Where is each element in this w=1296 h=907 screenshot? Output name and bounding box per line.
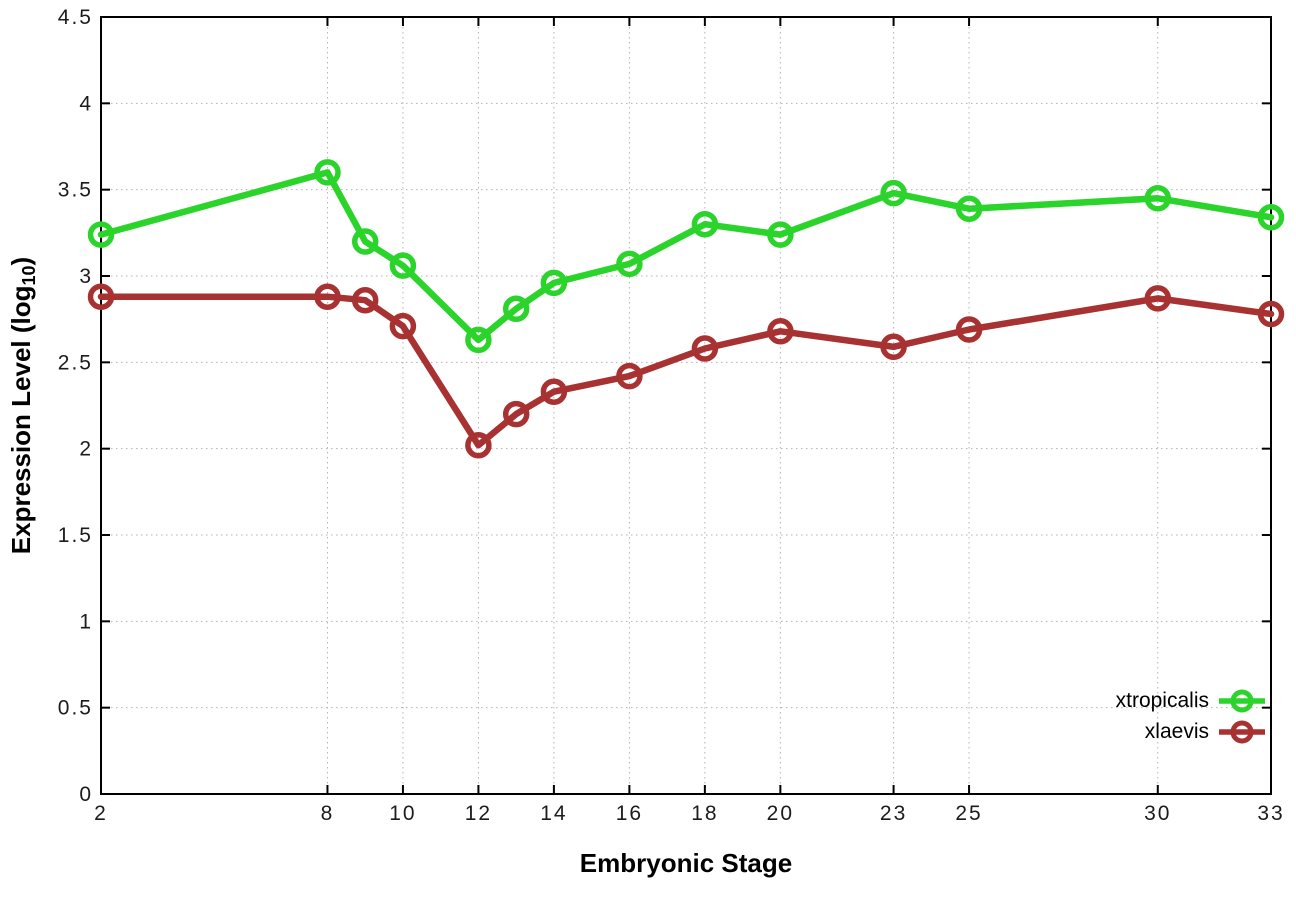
- x-tick-label: 12: [465, 802, 492, 825]
- data-point-xtropicalis: [314, 159, 341, 186]
- x-tick-label: 18: [691, 802, 718, 825]
- legend-item-xlaevis: xlaevis: [1116, 716, 1266, 747]
- data-point-xtropicalis: [351, 228, 379, 255]
- legend-point-sample: [1230, 689, 1254, 712]
- x-tick-label: 30: [1144, 802, 1171, 825]
- legend-label-xlaevis: xlaevis: [1144, 719, 1209, 743]
- legend-label-xtropicalis: xtropicalis: [1115, 688, 1209, 712]
- y-axis-title-text: Expression Level (log: [6, 285, 36, 555]
- data-point-xtropicalis: [87, 221, 115, 248]
- data-point-xtropicalis: [1257, 204, 1285, 231]
- data-point-xlaevis: [465, 431, 492, 459]
- data-point-xlaevis: [616, 362, 643, 390]
- x-tick-label: 25: [955, 802, 982, 825]
- data-point-xtropicalis: [389, 252, 417, 279]
- data-point-xlaevis: [1257, 300, 1285, 328]
- data-point-xlaevis: [767, 318, 794, 345]
- legend-item-xtropicalis: xtropicalis: [1116, 685, 1266, 716]
- data-point-xlaevis: [955, 316, 983, 343]
- x-tick-label: 8: [321, 802, 335, 825]
- legend-marker-xtropicalis: [1219, 689, 1265, 712]
- y-tick-label: 2: [79, 438, 93, 461]
- data-point-xlaevis: [540, 378, 568, 405]
- x-tick-label: 20: [767, 802, 794, 825]
- data-point-xtropicalis: [502, 295, 530, 323]
- y-axis-title: Expression Level (log10): [6, 17, 50, 794]
- y-tick-label: 2.5: [58, 351, 93, 374]
- data-point-xtropicalis: [540, 269, 568, 297]
- x-axis-title: Embryonic Stage: [579, 848, 793, 878]
- data-point-xlaevis: [87, 283, 115, 310]
- x-tick-label: 2: [94, 802, 108, 825]
- y-tick-label: 4.5: [58, 6, 93, 29]
- data-point-xtropicalis: [465, 326, 492, 354]
- y-tick-label: 0.5: [58, 697, 93, 720]
- data-point-xlaevis: [502, 400, 530, 428]
- legend-point-sample: [1230, 720, 1254, 743]
- data-point-xlaevis: [314, 283, 341, 310]
- plot-border: [100, 16, 1272, 795]
- x-tick-label: 33: [1257, 802, 1284, 825]
- data-point-xtropicalis: [691, 210, 719, 238]
- legend: xtropicalis xlaevis: [1116, 685, 1266, 747]
- y-tick-label: 0: [79, 783, 93, 806]
- y-axis-title-close: ): [6, 256, 36, 266]
- y-tick-label: 1: [79, 610, 93, 633]
- series-line-xtropicalis: [97, 169, 1275, 344]
- data-point-xtropicalis: [955, 195, 983, 222]
- x-tick-label: 23: [880, 802, 907, 825]
- data-point-xtropicalis: [616, 250, 643, 278]
- x-tick-label: 16: [616, 802, 643, 825]
- data-point-xlaevis: [389, 312, 417, 340]
- legend-marker-xlaevis: [1219, 720, 1265, 743]
- x-tick-label: 14: [540, 802, 567, 825]
- y-tick-label: 3.5: [58, 179, 93, 202]
- y-tick-label: 1.5: [58, 524, 93, 547]
- data-point-xtropicalis: [1144, 185, 1172, 212]
- y-tick-label: 4: [79, 92, 93, 115]
- data-point-xlaevis: [880, 333, 907, 361]
- series-line-xlaevis: [97, 293, 1275, 449]
- y-tick-label: 3: [79, 265, 93, 288]
- data-point-xtropicalis: [880, 179, 907, 207]
- data-point-xlaevis: [691, 335, 719, 362]
- x-tick-label: 10: [389, 802, 416, 825]
- y-axis-title-subscript: 10: [19, 265, 39, 286]
- data-point-xlaevis: [351, 286, 379, 314]
- data-point-xlaevis: [1144, 285, 1172, 312]
- data-point-xtropicalis: [767, 221, 794, 248]
